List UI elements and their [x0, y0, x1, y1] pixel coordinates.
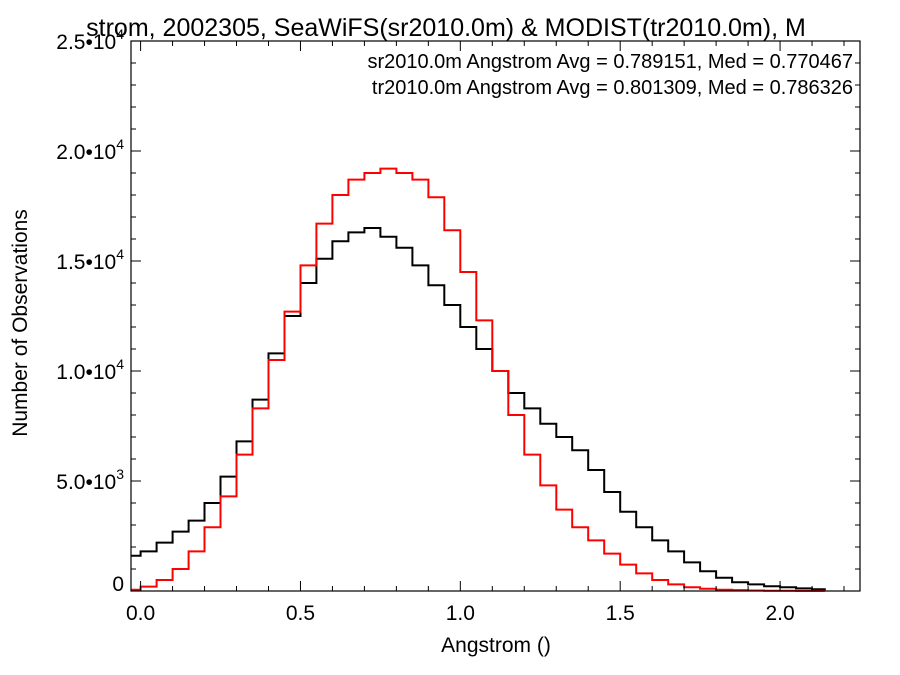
y-tick-label: 5.0•103 [56, 466, 124, 494]
avg-med-annotation-tr: tr2010.0m Angstrom Avg = 0.801309, Med =… [372, 77, 853, 99]
plot-frame [130, 40, 861, 592]
series-line-1 [131, 167, 826, 592]
x-axis-label: Angstrom () [441, 634, 551, 657]
y-axis-label: Number of Observations [9, 209, 32, 437]
series-line-0 [131, 227, 826, 591]
x-tick-label: 0.0 [126, 602, 155, 625]
y-tick-label: 1.0•104 [56, 356, 124, 384]
x-tick-label: 0.5 [286, 602, 315, 625]
y-tick-label: 2.5•104 [56, 26, 124, 54]
y-tick-label: 1.5•104 [56, 246, 124, 274]
avg-med-annotation-sr: sr2010.0m Angstrom Avg = 0.789151, Med =… [367, 51, 853, 73]
x-tick-label: 1.5 [606, 602, 635, 625]
chart-title: strom, 2002305, SeaWiFS(sr2010.0m) & MOD… [86, 14, 806, 42]
y-tick-label: 2.0•104 [56, 136, 124, 164]
y-tick-label: 0 [112, 573, 124, 596]
x-tick-label: 1.0 [446, 602, 475, 625]
x-tick-label: 2.0 [765, 602, 794, 625]
